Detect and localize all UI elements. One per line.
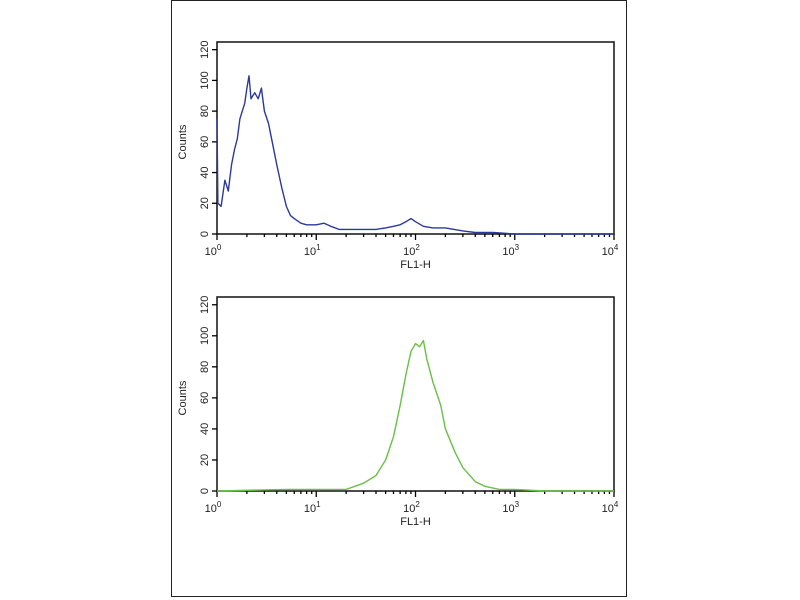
x-axis-label: FL1-H bbox=[400, 516, 431, 528]
y-tick-label: 80 bbox=[199, 105, 211, 117]
y-tick-label: 40 bbox=[199, 166, 211, 178]
x-tick-label: 104 bbox=[602, 243, 619, 258]
plot-area bbox=[216, 296, 615, 492]
histogram-panel-1: 100 101 102 103 104 FL1-H 0 20 40 60 80 100 120 Count… bbox=[177, 41, 619, 271]
x-tick-label: 103 bbox=[502, 500, 519, 515]
x-tick-label: 101 bbox=[304, 500, 321, 515]
y-tick-label: 80 bbox=[199, 361, 211, 373]
y-tick-label: 100 bbox=[199, 71, 211, 89]
plot-area bbox=[216, 41, 615, 235]
x-tick-label: 102 bbox=[403, 243, 420, 258]
y-axis-label: Counts bbox=[177, 380, 189, 415]
x-tick-label: 101 bbox=[304, 243, 321, 258]
histogram-series-line bbox=[216, 339, 614, 492]
figure-frame bbox=[171, 0, 627, 597]
x-axis-label: FL1-H bbox=[400, 259, 431, 271]
y-tick-label: 120 bbox=[199, 41, 211, 59]
x-tick-label: 104 bbox=[602, 500, 619, 515]
y-tick-label: 120 bbox=[199, 296, 211, 314]
y-tick-label: 20 bbox=[199, 197, 211, 209]
y-tick-label: 60 bbox=[199, 392, 211, 404]
histogram-panel-2: 100 101 102 103 104 FL1-H 0 20 40 60 80 100 120 Count… bbox=[177, 296, 619, 528]
x-tick-label: 100 bbox=[205, 243, 222, 258]
y-tick-label: 0 bbox=[199, 488, 211, 494]
y-tick-label: 60 bbox=[199, 136, 211, 148]
histogram-series-line bbox=[216, 75, 614, 235]
y-tick-label: 0 bbox=[199, 231, 211, 237]
y-axis-label: Counts bbox=[177, 124, 189, 159]
y-tick-label: 20 bbox=[199, 454, 211, 466]
y-tick-label: 100 bbox=[199, 327, 211, 345]
x-tick-label: 100 bbox=[205, 500, 222, 515]
y-tick-label: 40 bbox=[199, 423, 211, 435]
x-tick-label: 103 bbox=[502, 243, 519, 258]
x-tick-label: 102 bbox=[403, 500, 420, 515]
